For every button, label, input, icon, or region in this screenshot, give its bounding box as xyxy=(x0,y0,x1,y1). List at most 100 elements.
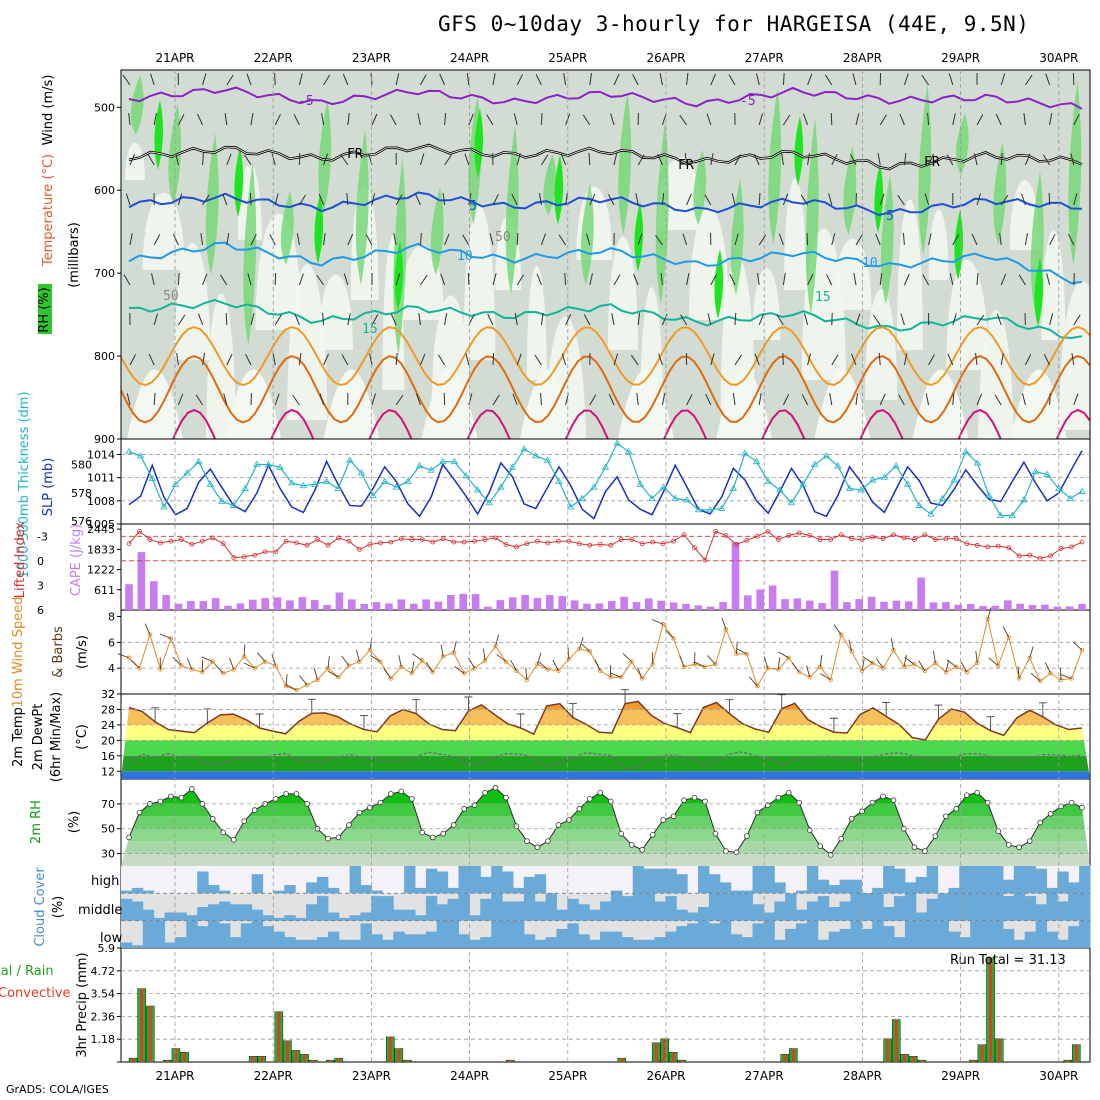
wind-barb xyxy=(395,73,400,86)
lifted-index-axis-label: Lifted Index xyxy=(13,521,28,598)
rh-point xyxy=(723,848,729,854)
rh-point xyxy=(325,835,331,842)
wind-barb xyxy=(316,274,325,286)
cloud-cell xyxy=(480,898,492,921)
cloud-cell xyxy=(436,904,449,921)
precip-conv-bar xyxy=(1074,1044,1078,1062)
lifted-index-point xyxy=(367,542,373,547)
cloud-cell xyxy=(817,939,830,948)
wind-barb xyxy=(782,352,784,366)
minmax-bar xyxy=(621,689,630,704)
wind-barb xyxy=(637,667,643,679)
lifted-index-point xyxy=(922,532,928,538)
rh-point xyxy=(744,833,750,839)
lifted-index-point xyxy=(880,536,886,542)
cloud-cell xyxy=(741,890,753,894)
wind-barb xyxy=(636,393,639,406)
cape-bar xyxy=(682,604,690,610)
cloud-cell xyxy=(719,920,732,948)
wind-barb xyxy=(1073,272,1075,286)
wind-tick: 8 xyxy=(108,610,115,623)
wind-barb xyxy=(637,233,643,246)
rh-moist-region xyxy=(693,150,707,225)
slp-tick: 1014 xyxy=(87,448,115,461)
rh-moist-region xyxy=(618,92,632,235)
cloud-cell xyxy=(915,912,928,921)
temp-tick: 16 xyxy=(101,750,115,763)
thickness-tick: 578 xyxy=(71,487,92,500)
wind-barb xyxy=(224,113,228,126)
warm-isotherm-line xyxy=(121,355,1090,424)
wind-speed-point xyxy=(493,643,498,649)
lifted-index-point xyxy=(786,533,792,538)
temp-band xyxy=(121,701,1090,710)
wind-barb xyxy=(729,273,736,286)
isotherm-line xyxy=(128,86,1083,110)
wind-barb xyxy=(395,194,403,206)
wind-barb xyxy=(1073,193,1078,206)
cloud-cell xyxy=(1079,920,1091,948)
cloud-cell xyxy=(698,866,710,894)
rh-point xyxy=(827,852,834,858)
thickness-point xyxy=(253,460,261,467)
cloud-cell xyxy=(959,937,971,948)
wind-barb xyxy=(782,72,785,86)
wind-barb xyxy=(897,194,905,206)
wind-barb xyxy=(486,114,494,126)
cloud-cell xyxy=(872,920,884,948)
wind-barb xyxy=(758,393,762,406)
wind-barb xyxy=(721,617,727,630)
cape-bar xyxy=(298,597,307,610)
lifted-index-point xyxy=(189,542,195,547)
wind-barb xyxy=(440,273,446,286)
cloud-cell xyxy=(676,909,688,921)
wind-barb xyxy=(637,313,640,326)
cloud-cell xyxy=(1046,893,1058,921)
cloud-cell xyxy=(545,937,557,948)
minmax-bar xyxy=(934,704,943,720)
wind-barb xyxy=(1049,234,1056,246)
cloud-cell xyxy=(327,912,340,921)
y-tick-label: 900 xyxy=(94,433,115,446)
cloud-cell xyxy=(284,915,296,921)
wind-speed-point xyxy=(189,667,195,672)
thickness-point xyxy=(532,452,540,459)
cloud-cell xyxy=(121,898,133,921)
wind-barb xyxy=(580,642,591,652)
rh-point xyxy=(765,802,771,808)
wind-barb xyxy=(516,74,524,86)
precip-conv-bar xyxy=(971,1060,975,1062)
cloud-cell xyxy=(610,931,623,948)
cloud-cell xyxy=(306,882,318,894)
cloud-cell xyxy=(240,923,253,948)
thickness-point xyxy=(938,494,947,501)
y-tick-label: 500 xyxy=(94,101,115,114)
cloud-cell xyxy=(1046,931,1058,948)
rh-point xyxy=(566,817,572,823)
rh-point xyxy=(869,799,876,806)
wind-speed-point xyxy=(828,677,833,682)
wind-barb xyxy=(552,659,559,671)
minmax-axis-label: (6hr Min/Max) xyxy=(49,692,64,782)
minmax-bar xyxy=(203,708,212,723)
lifted-index-point xyxy=(535,538,540,544)
wind-barb xyxy=(710,274,717,286)
cloud-cell xyxy=(817,879,830,894)
cape-bar xyxy=(880,601,888,610)
cloud-cell xyxy=(959,866,971,894)
cape-bar xyxy=(768,585,777,610)
contour-label: 50 xyxy=(495,230,511,245)
precip-conv-bar xyxy=(140,988,144,1062)
rh-point xyxy=(388,791,394,797)
rh-point xyxy=(911,844,918,851)
wind-barb xyxy=(976,193,981,206)
li-tick: 0 xyxy=(37,555,44,568)
wind-barb xyxy=(444,313,448,326)
wind-barb xyxy=(347,113,350,126)
cape-bar xyxy=(546,595,554,610)
wind-barb xyxy=(369,353,373,366)
cloud-cell xyxy=(1068,882,1080,894)
rh-moist-region xyxy=(280,191,294,265)
wind-speed-point xyxy=(210,659,215,664)
wind-barb xyxy=(1024,354,1032,366)
